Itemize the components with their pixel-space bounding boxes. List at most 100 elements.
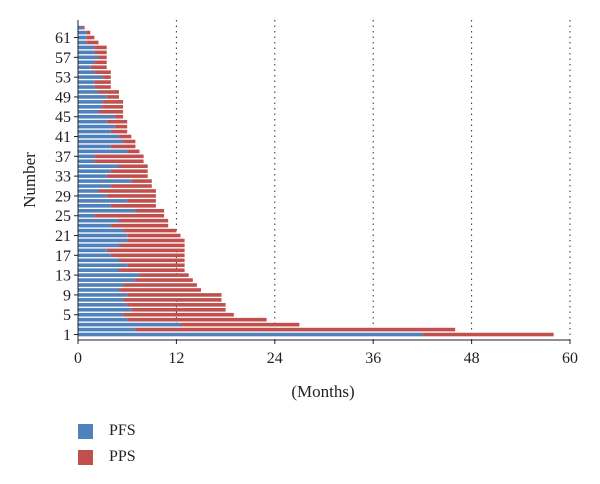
bar-pfs [78,283,124,287]
bar-pps [86,35,95,40]
bar-pps [106,95,119,99]
bar-pfs [78,243,119,248]
y-tick-label: 57 [55,50,71,67]
bar-pps [98,90,119,94]
y-tick-label: 49 [55,89,71,106]
legend-item-pps: PPS [78,446,136,468]
bar-pfs [78,124,115,129]
y-tick-label: 13 [55,268,71,285]
x-tick-label: 24 [267,350,283,367]
x-tick-label: 12 [168,350,184,367]
bar-pps [114,114,124,119]
bar-pfs [78,154,95,159]
bar-pps [94,213,165,218]
grid-lines [175,20,571,340]
bar-pfs [78,45,95,50]
x-tick-label: 48 [464,350,480,367]
axes [77,20,570,341]
bar-pps [119,243,185,248]
bar-pfs [78,70,95,74]
bar-pps [123,298,222,302]
bar-pfs [78,204,111,208]
bar-pps [102,75,111,79]
y-tick-label: 29 [55,188,71,205]
bar-pps [90,65,107,70]
y-tick-label: 41 [55,129,71,146]
bar-pps [127,317,267,322]
y-tick-label: 45 [55,109,71,126]
bar-pfs [78,75,103,79]
bar-pps [119,218,169,223]
bar-pfs [78,109,99,114]
bar-pps [127,293,222,297]
bar-pps [119,268,185,272]
bar-pps [98,55,107,60]
bar-pps [131,307,226,312]
legend: PFS PPS [78,420,136,472]
legend-item-pfs: PFS [78,420,136,442]
bar-pps [135,278,193,282]
bar-pps [119,134,132,139]
x-ticks: 0 12 24 36 48 60 [74,340,578,367]
legend-swatch-pfs [78,423,93,439]
bar-pfs [78,100,103,104]
bar-pfs [78,213,95,218]
bar-pps [94,159,144,164]
bar-pfs [78,194,107,198]
bar-pps [139,273,189,277]
bar-pfs [78,169,111,173]
x-axis-title: (Months) [291,382,354,401]
bar-pfs [78,298,124,302]
y-axis-title: Number [20,152,39,208]
bar-pfs [78,134,119,139]
bar-pfs [78,307,132,312]
y-tick-label: 21 [55,228,71,245]
bar-pfs [78,317,128,322]
bar-pfs [78,288,119,292]
bar-pps [98,109,124,114]
bar-pps [82,25,85,30]
y-tick-label: 37 [55,149,71,166]
bar-pfs [78,273,140,277]
bar-pfs [78,179,132,183]
bar-pfs [78,218,119,223]
x-tick-label: 36 [365,350,381,367]
bar-pfs [78,50,95,55]
legend-label-pps: PPS [109,448,136,465]
bar-pfs [78,114,115,119]
bar-pfs [78,164,119,169]
y-tick-label: 1 [63,327,71,344]
bar-pps [106,119,128,124]
bar-pfs [78,208,136,213]
y-tick-label: 33 [55,169,71,186]
bar-pfs [78,199,128,203]
bar-pps [102,105,124,109]
bar-pps [94,80,111,84]
bars [78,25,554,337]
bar-pps [119,258,185,263]
bar-pfs [78,293,128,297]
x-tick-label: 60 [562,350,578,367]
y-tick-label: 61 [55,30,71,47]
bar-pfs [78,268,119,272]
bar-pfs [78,105,103,109]
bar-pps [110,253,185,258]
y-tick-label: 53 [55,70,71,87]
bar-pps [94,70,111,74]
bar-pps [86,30,91,35]
bar-pfs [78,95,107,99]
bar-pps [422,332,554,337]
bar-pfs [78,129,111,134]
y-tick-label: 5 [63,307,71,324]
bar-pfs [78,174,107,178]
bar-pfs [78,238,128,243]
y-ticks: 1 5 9 13 17 21 25 29 33 37 41 45 49 53 57 61 [55,30,78,344]
bar-pps [123,312,234,317]
bar-pfs [78,35,87,40]
bar-pps [110,184,152,188]
bar-pfs [78,80,95,84]
bar-pfs [78,248,107,253]
bar-pps [102,100,124,104]
bar-pfs [78,228,124,233]
